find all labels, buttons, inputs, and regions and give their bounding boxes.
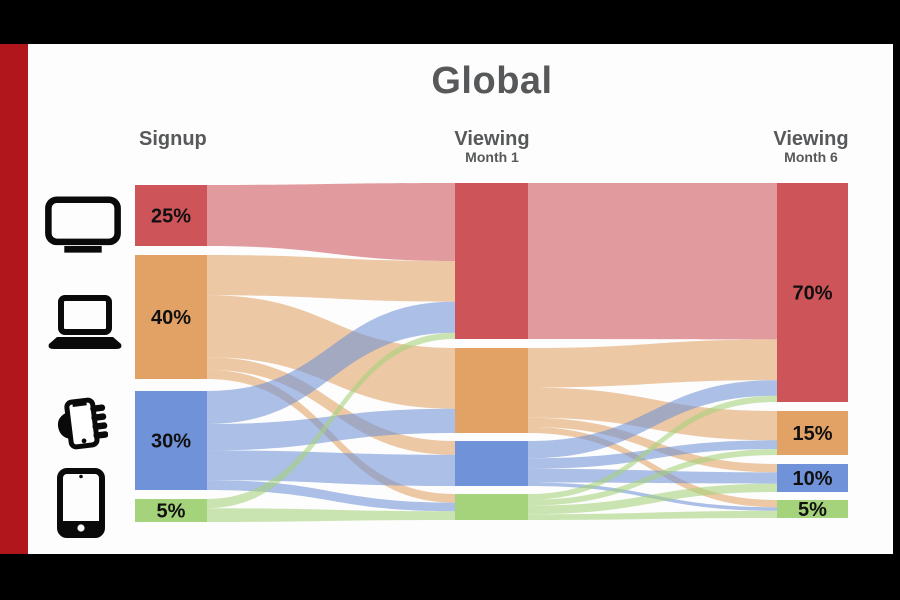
tv-icon <box>42 196 124 254</box>
column-header-label: Signup <box>139 128 207 150</box>
chart-title: Global <box>431 60 553 102</box>
column-header-sublabel: Month 6 <box>784 149 838 165</box>
laptop-icon <box>46 294 124 352</box>
mobile-phone-in-hand-icon <box>56 397 108 451</box>
column-header-viewing-month-6: Viewing Month 6 <box>748 128 874 165</box>
column-header-label: Viewing <box>454 128 530 150</box>
slide-background <box>28 44 893 554</box>
tablet-icon <box>57 468 105 538</box>
left-red-stripe <box>0 44 28 554</box>
column-header-label: Viewing <box>773 128 849 150</box>
column-header-sublabel: Month 1 <box>465 149 519 165</box>
column-header-signup: Signup <box>139 128 219 150</box>
column-header-viewing-month-1: Viewing Month 1 <box>429 128 555 165</box>
